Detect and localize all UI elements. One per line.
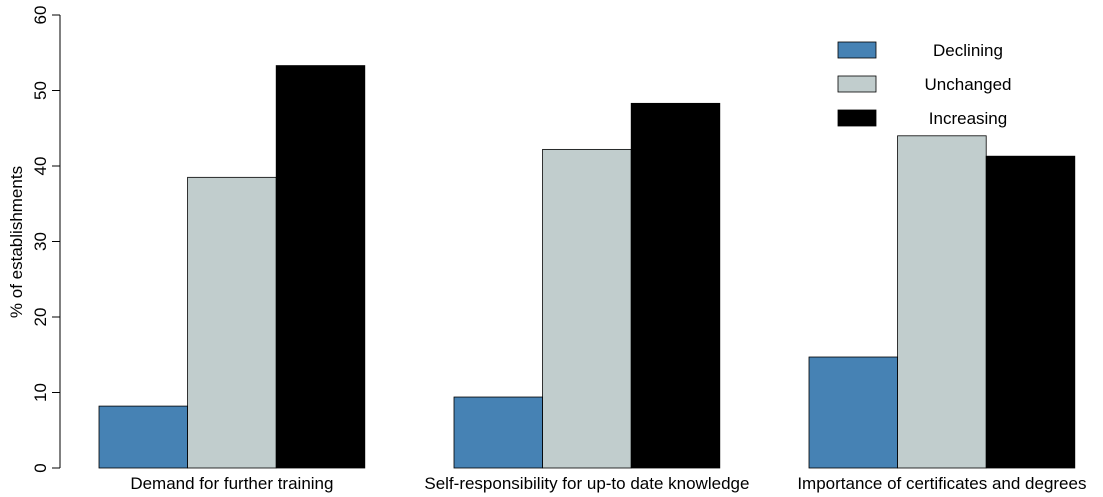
category-labels: Demand for further training Self-responsi…: [130, 474, 1086, 493]
bar-increasing-3: [985, 155, 1076, 469]
legend-swatch-increasing: [837, 109, 877, 127]
y-tick-label: 40: [31, 157, 50, 176]
y-tick-label: 20: [31, 308, 50, 327]
bar-unchanged-3: [897, 135, 987, 469]
y-tick-label: 10: [31, 383, 50, 402]
legend-label-increasing: Increasing: [929, 109, 1007, 128]
category-label: Self-responsibility for up-to date knowl…: [424, 474, 749, 493]
legend-label-declining: Declining: [933, 41, 1003, 60]
bar-unchanged-2: [542, 148, 632, 469]
category-label: Demand for further training: [130, 474, 333, 493]
bar-unchanged-1: [187, 176, 277, 469]
legend-swatch-declining: [837, 41, 877, 59]
bar-increasing-2: [630, 102, 721, 469]
legend-label-unchanged: Unchanged: [925, 75, 1012, 94]
y-tick-label: 60: [31, 6, 50, 25]
bar-increasing-1: [275, 65, 366, 469]
legend: Declining Unchanged Increasing: [837, 41, 1012, 128]
bar-declining-2: [453, 396, 543, 469]
y-tick-label: 0: [31, 463, 50, 472]
y-tick-label: 50: [31, 81, 50, 100]
category-label: Importance of certificates and degrees: [797, 474, 1086, 493]
bars-layer: [98, 65, 1076, 469]
bar-declining-3: [808, 356, 898, 469]
y-tick-label: 30: [31, 232, 50, 251]
bar-declining-1: [98, 405, 188, 469]
legend-swatch-unchanged: [837, 75, 877, 93]
y-axis: 0 10 20 30 40 50 60: [31, 6, 61, 473]
y-axis-title: % of establishments: [7, 166, 26, 318]
